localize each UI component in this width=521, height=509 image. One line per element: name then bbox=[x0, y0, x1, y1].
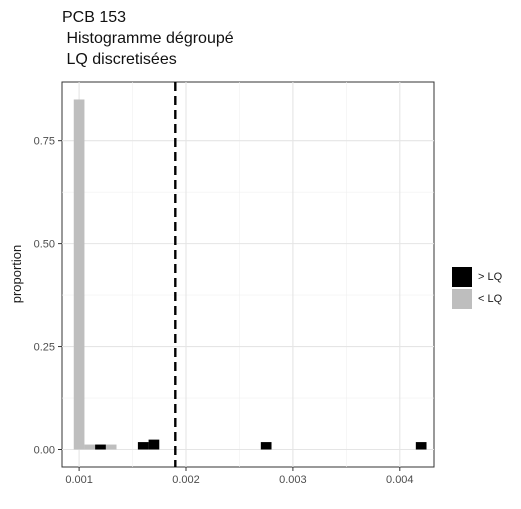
legend-swatch-lt-lq bbox=[452, 289, 472, 309]
axes: 0.001 0.002 0.003 0.004 0.00 0.25 0.50 0.75 bbox=[34, 136, 414, 486]
x-tick-label: 0.001 bbox=[65, 474, 93, 486]
bar-lt-lq bbox=[105, 444, 117, 450]
y-tick-label: 0.75 bbox=[34, 136, 55, 148]
y-tick-label: 0.25 bbox=[34, 342, 55, 354]
chart-title-line-3: LQ discretisées bbox=[62, 51, 177, 68]
legend-item-gt-lq: > LQ bbox=[452, 266, 502, 288]
bar-gt-lq bbox=[95, 444, 106, 450]
legend: > LQ < LQ bbox=[452, 266, 502, 310]
bar-lt-lq bbox=[84, 444, 96, 450]
x-tick-label: 0.002 bbox=[172, 474, 200, 486]
legend-label-gt-lq: > LQ bbox=[478, 271, 503, 283]
bar-lt-lq bbox=[73, 99, 85, 450]
y-tick-label: 0.00 bbox=[34, 445, 55, 457]
chart-title-line-2: Histogramme dégroupé bbox=[62, 30, 234, 47]
x-tick-label: 0.004 bbox=[386, 474, 414, 486]
y-axis-label: proportion bbox=[9, 245, 24, 304]
legend-swatch-gt-lq bbox=[452, 267, 472, 287]
y-tick-label: 0.50 bbox=[34, 239, 55, 251]
legend-item-lt-lq: < LQ bbox=[452, 288, 502, 310]
chart-title-line-1: PCB 153 bbox=[62, 9, 127, 26]
x-tick-label: 0.003 bbox=[279, 474, 307, 486]
legend-label-lt-lq: < LQ bbox=[478, 293, 503, 305]
bars bbox=[73, 99, 427, 450]
bar-gt-lq bbox=[415, 442, 427, 450]
bar-gt-lq bbox=[260, 442, 272, 450]
bar-gt-lq bbox=[148, 439, 160, 450]
bar-gt-lq bbox=[137, 442, 149, 450]
plot-panel bbox=[61, 81, 435, 468]
